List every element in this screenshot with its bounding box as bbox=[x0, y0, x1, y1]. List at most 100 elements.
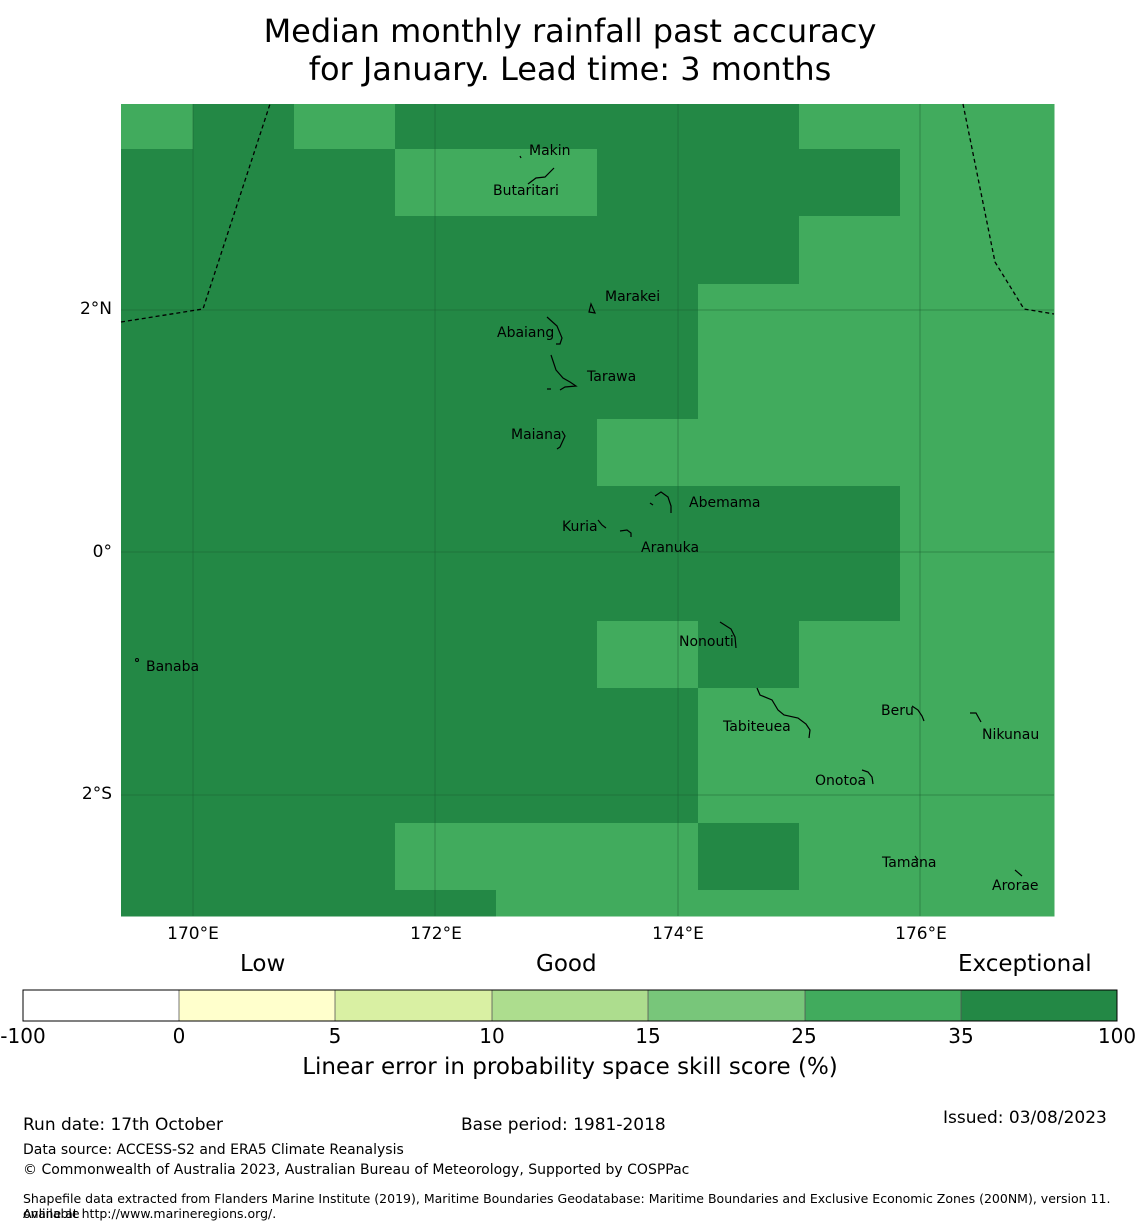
lat-label-2n: 2°N bbox=[79, 299, 112, 319]
grid-cell bbox=[121, 104, 194, 150]
island-outline bbox=[588, 302, 597, 314]
grid-cell bbox=[698, 823, 800, 891]
grid-cell bbox=[698, 284, 800, 352]
eez-boundaries bbox=[120, 103, 1055, 323]
grid-cell bbox=[496, 688, 598, 757]
place-label-marakei: Marakei bbox=[605, 289, 660, 305]
data-source: Data source: ACCESS-S2 and ERA5 Climate … bbox=[23, 1142, 404, 1158]
place-label-tabiteuea: Tabiteuea bbox=[722, 719, 791, 735]
grid-cell bbox=[900, 621, 1055, 689]
place-label-nikunau: Nikunau bbox=[982, 727, 1039, 743]
grid-cell bbox=[121, 486, 194, 554]
grid-cell bbox=[294, 890, 396, 917]
grid-cell bbox=[900, 419, 1055, 487]
colorbar-title: Linear error in probability space skill … bbox=[302, 1054, 838, 1080]
grid-cell bbox=[395, 486, 497, 554]
grid-cell bbox=[294, 823, 396, 891]
colorbar-segment bbox=[335, 990, 492, 1021]
place-label-abemama: Abemama bbox=[689, 495, 761, 511]
grid-cell bbox=[121, 890, 194, 917]
island-outline bbox=[556, 430, 566, 450]
grid-cell bbox=[900, 216, 1055, 285]
colorbar-segment bbox=[805, 990, 961, 1021]
shapefile-credit-2: online at http://www.marineregions.org/. bbox=[23, 1206, 277, 1221]
grid-cell bbox=[121, 756, 194, 824]
lat-label-0: 0° bbox=[92, 542, 112, 562]
grid-cell bbox=[193, 351, 295, 420]
grid-cell bbox=[496, 104, 598, 150]
grid-cell bbox=[597, 419, 699, 487]
grid-cell bbox=[395, 216, 497, 285]
place-label-arorae: Arorae bbox=[992, 878, 1039, 894]
grid-cell bbox=[193, 104, 295, 150]
grid-cell bbox=[193, 419, 295, 487]
chart-title-line1: Median monthly rainfall past accuracy bbox=[263, 12, 877, 50]
grid-cell bbox=[294, 104, 396, 150]
grid-cell bbox=[496, 621, 598, 689]
grid-cell bbox=[395, 553, 497, 622]
shapefile-credit-1: Shapefile data extracted from Flanders M… bbox=[23, 1191, 1111, 1221]
tick-label: 35 bbox=[948, 1024, 974, 1048]
grid-cell bbox=[597, 688, 699, 757]
grid-cell bbox=[799, 216, 901, 285]
place-label-aranuka: Aranuka bbox=[641, 540, 699, 556]
grid-cell bbox=[698, 621, 800, 689]
grid-cell bbox=[121, 149, 194, 217]
colorbar bbox=[22, 989, 1118, 1022]
grid-cell bbox=[121, 621, 194, 689]
grid-cell bbox=[294, 756, 396, 824]
tick-label: 15 bbox=[635, 1024, 661, 1048]
island-outline bbox=[970, 712, 982, 723]
grid-cell bbox=[799, 553, 901, 622]
grid-cell bbox=[294, 553, 396, 622]
skill-grid bbox=[121, 104, 1055, 917]
grid-cell bbox=[395, 351, 497, 420]
island-outline bbox=[619, 529, 632, 537]
colorbar-segment bbox=[961, 990, 1117, 1021]
grid-cell bbox=[294, 419, 396, 487]
grid-cell bbox=[193, 823, 295, 891]
grid-cell bbox=[193, 688, 295, 757]
tick-label: 25 bbox=[791, 1024, 817, 1048]
grid-cell bbox=[496, 756, 598, 824]
grid-cell bbox=[900, 553, 1055, 622]
grid-cell bbox=[121, 351, 194, 420]
category-low: Low bbox=[240, 951, 286, 977]
place-label-kuria: Kuria bbox=[562, 519, 598, 535]
tick-label: 0 bbox=[172, 1024, 186, 1048]
grid-cell bbox=[496, 823, 598, 891]
island-outline bbox=[527, 167, 555, 185]
place-label-onotoa: Onotoa bbox=[815, 773, 866, 789]
eez-boundary-west bbox=[120, 103, 271, 323]
grid-cell bbox=[597, 756, 699, 824]
grid-cell bbox=[698, 553, 800, 622]
base-period: Base period: 1981-2018 bbox=[461, 1115, 666, 1135]
grid-cell bbox=[597, 351, 699, 420]
grid-cell bbox=[799, 486, 901, 554]
grid-cell bbox=[121, 823, 194, 891]
place-label-beru: Beru bbox=[881, 703, 914, 719]
grid-cell bbox=[395, 621, 497, 689]
grid-cell bbox=[698, 486, 800, 554]
grid-cell bbox=[193, 284, 295, 352]
grid-cell bbox=[698, 688, 800, 757]
grid-cell bbox=[193, 216, 295, 285]
grid-cell bbox=[395, 688, 497, 757]
island-outline bbox=[1014, 869, 1023, 877]
place-label-makin: Makin bbox=[529, 143, 571, 159]
grid-cell bbox=[193, 621, 295, 689]
lon-label-174e: 174°E bbox=[652, 924, 704, 944]
island-outline bbox=[519, 155, 522, 159]
grid-cell bbox=[294, 216, 396, 285]
place-label-banaba: Banaba bbox=[146, 659, 199, 675]
grid-cell bbox=[698, 351, 800, 420]
grid-cell bbox=[294, 486, 396, 554]
colorbar-segment bbox=[648, 990, 805, 1021]
grid-cell bbox=[395, 149, 497, 217]
chart-title-line2: for January. Lead time: 3 months bbox=[308, 50, 832, 88]
place-label-nonouti: Nonouti bbox=[679, 634, 734, 650]
grid-cell bbox=[395, 104, 497, 150]
grid-cell bbox=[799, 104, 901, 150]
grid-cell bbox=[121, 284, 194, 352]
grid-cell bbox=[597, 553, 699, 622]
